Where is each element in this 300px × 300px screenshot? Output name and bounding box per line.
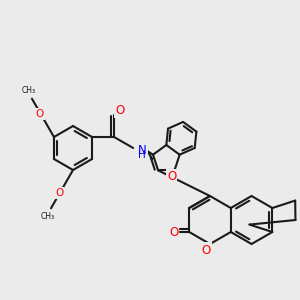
Text: O: O xyxy=(36,109,44,119)
Text: O: O xyxy=(116,103,125,116)
Text: O: O xyxy=(167,170,176,183)
Text: O: O xyxy=(55,188,63,198)
Text: H: H xyxy=(138,150,146,160)
Text: CH₃: CH₃ xyxy=(41,212,55,221)
Text: CH₃: CH₃ xyxy=(22,86,36,95)
Text: N: N xyxy=(138,143,147,157)
Text: O: O xyxy=(169,226,178,238)
Text: O: O xyxy=(201,244,211,256)
